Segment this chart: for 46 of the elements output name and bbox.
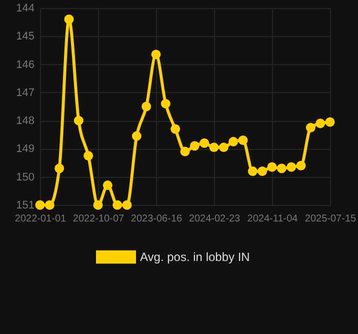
- y-tick-label: 149: [16, 143, 34, 156]
- point: [170, 124, 180, 134]
- y-tick-label: 144: [16, 2, 34, 14]
- y-tick-label: 147: [16, 86, 34, 99]
- point: [180, 146, 190, 156]
- point: [44, 200, 54, 210]
- y-tick-label: 148: [16, 115, 34, 128]
- point: [160, 98, 170, 108]
- point: [286, 162, 296, 172]
- point: [74, 116, 84, 126]
- point: [64, 14, 74, 24]
- point: [258, 166, 268, 176]
- point: [306, 122, 316, 132]
- point: [296, 160, 306, 170]
- x-tick-label: 2023-06-16: [130, 214, 183, 224]
- point: [35, 200, 45, 210]
- point: [84, 151, 94, 160]
- point: [190, 141, 200, 151]
- point: [209, 142, 219, 152]
- x-tick-label: 2024-11-04: [247, 214, 298, 224]
- point: [248, 166, 258, 176]
- point: [102, 180, 112, 190]
- point: [151, 50, 161, 60]
- point: [316, 118, 326, 128]
- point: [228, 136, 238, 146]
- point: [238, 136, 248, 146]
- y-tick-label: 145: [16, 30, 34, 43]
- point: [200, 138, 210, 148]
- point: [54, 164, 64, 174]
- x-tick-label: 2022-10-07: [72, 214, 125, 224]
- point: [218, 142, 228, 152]
- point: [325, 117, 335, 127]
- point: [93, 200, 103, 210]
- x-tick-label: 2022-01-01: [14, 214, 67, 224]
- point: [276, 164, 286, 174]
- y-tick-label: 146: [16, 58, 34, 71]
- point: [112, 200, 122, 210]
- x-tick-label: 2025-07-15: [304, 214, 357, 224]
- point: [132, 131, 142, 141]
- x-tick-label: 2024-02-23: [188, 214, 241, 224]
- y-tick-label: 151: [16, 200, 34, 212]
- legend-label: Avg. pos. in lobby IN: [140, 250, 250, 264]
- point: [142, 102, 152, 112]
- point: [267, 162, 277, 172]
- point: [122, 200, 132, 210]
- y-tick-label: 150: [16, 171, 34, 184]
